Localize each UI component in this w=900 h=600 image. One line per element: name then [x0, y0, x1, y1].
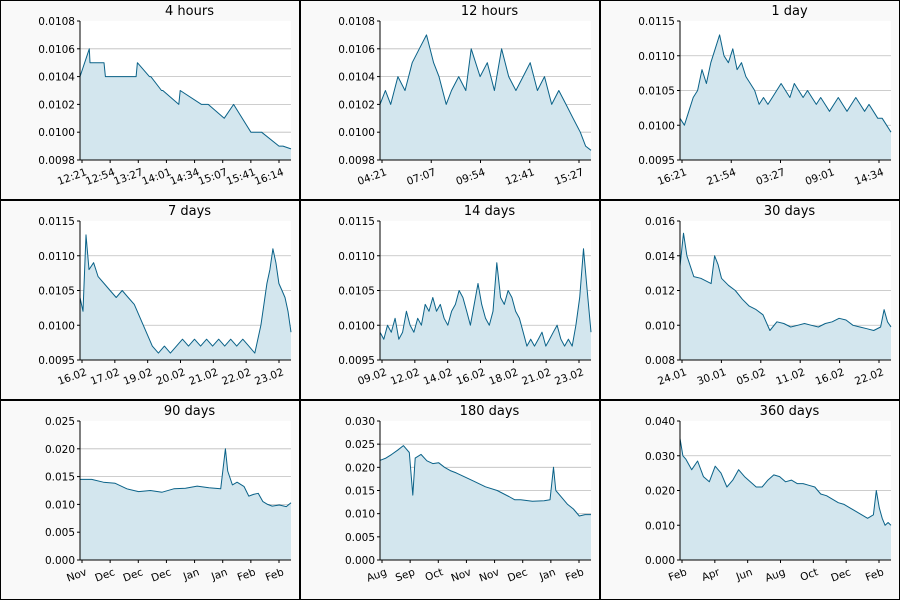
- y-tick-label: 0.0100: [338, 127, 375, 139]
- y-tick-label: 0.0110: [338, 251, 375, 263]
- y-tick-label: 0.0104: [338, 72, 375, 84]
- y-tick-label: 0.020: [345, 462, 375, 474]
- y-tick-label: 0.0100: [38, 320, 75, 332]
- series-area: [680, 438, 891, 560]
- y-tick-label: 0.0115: [338, 216, 375, 228]
- panel-border: [300, 0, 600, 200]
- y-tick-label: 0.005: [345, 532, 375, 544]
- chart-panel-1: 4 hours 0.0098 0.0100 0.0102 0.0104 0.0106 0.0…: [0, 0, 300, 200]
- series-area: [380, 445, 591, 560]
- series-area: [80, 234, 291, 360]
- series-line: [379, 445, 591, 517]
- y-tick-label: 0.008: [645, 355, 675, 367]
- y-tick-label: 0.0100: [338, 320, 375, 332]
- y-tick-label: 0.0095: [638, 155, 675, 167]
- panel-border: [300, 200, 600, 400]
- x-tick-label: Jan: [181, 566, 201, 583]
- series-line: [79, 234, 292, 354]
- y-tick-label: 0.025: [45, 416, 75, 428]
- y-tick-label: 0.030: [645, 451, 675, 463]
- y-tick-label: 0.0102: [338, 99, 375, 111]
- y-tick-label: 0.0098: [38, 155, 75, 167]
- series-area: [380, 34, 591, 160]
- panel-border: [0, 0, 300, 200]
- y-tick-label: 0.0110: [638, 51, 675, 63]
- series-line: [679, 34, 892, 133]
- y-tick-label: 0.000: [645, 555, 675, 567]
- y-tick-label: 0.0098: [338, 155, 375, 167]
- y-tick-label: 0.010: [45, 499, 75, 511]
- chart-panel-2: 12 hours 0.0098 0.0100 0.0102 0.0104 0.0106 0.…: [300, 0, 600, 200]
- series-line: [679, 232, 892, 331]
- y-tick-label: 0.005: [45, 527, 75, 539]
- series-line: [79, 48, 292, 150]
- series-area: [80, 448, 291, 560]
- chart-title: 4 hours: [165, 4, 214, 19]
- x-tick-label: Jan: [537, 566, 557, 583]
- y-tick-label: 0.012: [645, 286, 675, 298]
- y-tick-label: 0.016: [645, 216, 675, 228]
- x-tick-label: Oct: [799, 566, 820, 583]
- y-tick-label: 0.0105: [38, 286, 75, 298]
- chart-title: 7 days: [168, 204, 211, 219]
- y-tick-label: 0.0106: [38, 44, 75, 56]
- chart-panel-5: 14 days0.00950.01000.01050.01100.011509.…: [300, 200, 600, 400]
- y-tick-label: 0.010: [645, 320, 675, 332]
- y-tick-label: 0.0095: [38, 355, 75, 367]
- series-area: [680, 233, 891, 360]
- y-tick-label: 0.020: [645, 486, 675, 498]
- y-tick-label: 0.0100: [638, 120, 675, 132]
- y-tick-label: 0.0108: [38, 16, 75, 28]
- y-tick-label: 0.010: [645, 520, 675, 532]
- chart-panel-7: 90 days0.0000.0050.0100.0150.0200.025Nov…: [0, 400, 300, 600]
- x-tick-label: Oct: [424, 566, 445, 583]
- y-tick-label: 0.0110: [38, 251, 75, 263]
- y-tick-label: 0.0105: [338, 286, 375, 298]
- chart-title: 1 day: [771, 4, 808, 19]
- y-tick-label: 0.015: [345, 486, 375, 498]
- chart-title: 360 days: [760, 404, 820, 419]
- chart-panel-8: 180 days 0.000 0.005 0.010 0.015 0.020 0.025 0.…: [300, 400, 600, 600]
- series-area: [680, 34, 891, 160]
- panel-border: [0, 200, 300, 400]
- y-tick-label: 0.0106: [338, 44, 375, 56]
- y-tick-label: 0.0100: [38, 127, 75, 139]
- y-tick-label: 0.0105: [638, 86, 675, 98]
- y-tick-label: 0.020: [45, 444, 75, 456]
- y-tick-label: 0.000: [45, 555, 75, 567]
- series-line: [379, 248, 592, 347]
- series-area: [380, 248, 591, 360]
- y-tick-label: 0.0102: [38, 99, 75, 111]
- series-line: [80, 448, 292, 508]
- chart-title: 180 days: [460, 404, 520, 419]
- x-tick-label: Jan: [209, 566, 229, 583]
- y-tick-label: 0.0095: [338, 355, 375, 367]
- y-tick-label: 0.010: [345, 509, 375, 521]
- y-tick-label: 0.015: [45, 472, 75, 484]
- y-tick-label: 0.040: [645, 416, 675, 428]
- y-tick-label: 0.000: [345, 555, 375, 567]
- chart-title: 30 days: [764, 204, 816, 219]
- y-tick-label: 0.0115: [638, 16, 675, 28]
- y-tick-label: 0.0108: [338, 16, 375, 28]
- chart-title: 14 days: [464, 204, 516, 219]
- series-line: [379, 34, 592, 151]
- y-tick-label: 0.025: [345, 439, 375, 451]
- chart-panel-3: 1 day0.00950.01000.01050.01100.011516:21…: [600, 0, 900, 200]
- y-tick-label: 0.0115: [38, 216, 75, 228]
- x-tick-label: Jun: [734, 566, 754, 583]
- y-tick-label: 0.030: [345, 416, 375, 428]
- y-tick-label: 0.0104: [38, 72, 75, 84]
- chart-title: 90 days: [164, 404, 216, 419]
- chart-title: 12 hours: [461, 4, 518, 19]
- chart-panel-4: 7 days0.00950.01000.01050.01100.011516.0…: [0, 200, 300, 400]
- y-tick-label: 0.014: [645, 251, 675, 263]
- series-line: [679, 438, 892, 526]
